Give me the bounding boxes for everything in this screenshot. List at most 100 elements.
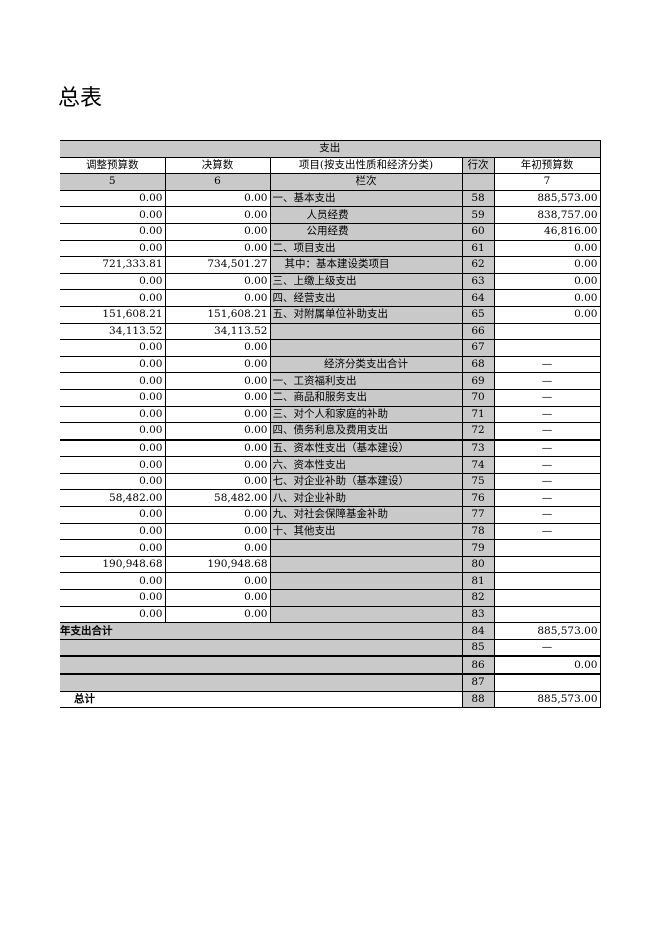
table-row: 0.00 0.00 一、工资福利支出 69— <box>60 372 601 390</box>
table-cell: 0.00 <box>164 572 271 591</box>
table-row: 0.00 0.00 82 <box>60 589 601 607</box>
table-cell: 0.00 <box>60 589 166 607</box>
table-cell <box>493 339 601 357</box>
table-cell: 78 <box>461 522 495 541</box>
table-cell: 0.00 <box>60 222 166 241</box>
table-cell: 64 <box>461 289 495 307</box>
table-row: 0.00 0.00 五、资本性支出（基本建设） 73— <box>60 439 601 458</box>
table-cell: 五、对附属单位补助支出 <box>269 305 463 324</box>
table-cell <box>269 572 463 591</box>
table-row: 0.00 0.00 人员经费 59 838,757.00 <box>60 206 601 224</box>
table-row: 0.00 0.00 四、债务利息及费用支出 72— <box>60 422 601 441</box>
table-cell <box>493 539 601 557</box>
table-cell: 0.00 <box>60 339 166 357</box>
table-row: 0.00 0.00 七、对企业补助（基本建设） 75— <box>60 472 601 491</box>
table-cell: 其中：基本建设类项目 <box>269 256 463 274</box>
table-cell: 0.00 <box>493 289 601 307</box>
table-cell <box>269 322 463 341</box>
table-row: 总计 88 885,573.00 <box>60 690 601 709</box>
table-cell: 0.00 <box>164 589 271 607</box>
table-cell: 总计 <box>60 690 463 709</box>
table-row: 0.00 0.00 二、项目支出 61 0.00 <box>60 239 601 258</box>
table-cell: 190,948.68 <box>164 555 271 574</box>
table-cell <box>493 605 601 624</box>
table-cell: 63 <box>461 272 495 291</box>
table-cell: 84 <box>461 622 495 640</box>
table-cell: — <box>493 355 601 374</box>
table-cell: 885,573.00 <box>493 189 601 208</box>
table-row: 0.00 0.00 六、资本性支出 74— <box>60 456 601 474</box>
table-row: 0.00 0.00 79 <box>60 539 601 557</box>
table-cell: 58,482.00 <box>60 489 166 508</box>
table-cell: 0.00 <box>60 572 166 591</box>
table-row: 支出 <box>60 140 601 158</box>
table-cell: 0.00 <box>60 372 166 390</box>
table-cell: — <box>493 422 601 441</box>
table-cell: 7 <box>493 173 601 191</box>
table-cell <box>493 555 601 574</box>
table-cell: — <box>493 522 601 541</box>
table-cell: 6 <box>164 173 271 191</box>
table-cell: 一、基本支出 <box>269 189 463 208</box>
table-cell: 0.00 <box>60 456 166 474</box>
expense-table: 支出 调整预算数 决算数 项目(按支出性质和经济分类) 行次 年初预算数 5 6 栏次 7 0.00… <box>60 140 601 709</box>
table-cell: — <box>493 439 601 458</box>
table-cell: 0.00 <box>60 189 166 208</box>
table-cell: 支出 <box>60 140 601 158</box>
table-cell <box>269 555 463 574</box>
table-cell: 721,333.81 <box>60 256 166 274</box>
table-row: 0.00 0.00 三、对个人和家庭的补助 71— <box>60 405 601 424</box>
table-cell <box>493 322 601 341</box>
table-cell: 0.00 <box>493 305 601 324</box>
table-cell: 八、对企业补助 <box>269 489 463 508</box>
table-row: 85— <box>60 638 601 658</box>
table-cell: 0.00 <box>164 422 271 441</box>
title: 总表 <box>58 86 103 111</box>
table-cell: 0.00 <box>164 405 271 424</box>
table-cell: — <box>493 388 601 407</box>
table-cell <box>493 589 601 607</box>
table-cell: 0.00 <box>164 539 271 557</box>
table-cell: 0.00 <box>164 506 271 524</box>
table-cell: 87 <box>461 673 495 692</box>
table-cell: 85 <box>461 638 495 658</box>
table-row: 年支出合计 84 885,573.00 <box>60 622 601 640</box>
table-cell <box>60 638 463 658</box>
table-cell: 二、项目支出 <box>269 239 463 258</box>
table-cell: 60 <box>461 222 495 241</box>
table-cell: 83 <box>461 605 495 624</box>
table-cell: 0.00 <box>60 239 166 258</box>
table-cell <box>461 173 495 191</box>
table-cell: — <box>493 472 601 491</box>
table-cell: 三、对个人和家庭的补助 <box>269 405 463 424</box>
table-row: 调整预算数 决算数 项目(按支出性质和经济分类) 行次 年初预算数 <box>60 156 601 175</box>
table-row: 0.00 0.00 经济分类支出合计 68— <box>60 355 601 374</box>
table-cell: 79 <box>461 539 495 557</box>
table-cell: 0.00 <box>164 239 271 258</box>
table-cell: 0.00 <box>60 506 166 524</box>
table-cell: 70 <box>461 388 495 407</box>
table-row: 34,113.52 34,113.52 66 <box>60 322 601 341</box>
table-row: 0.00 0.00 四、经营支出 64 0.00 <box>60 289 601 307</box>
table-row: 151,608.21 151,608.21 五、对附属单位补助支出 65 0.00 <box>60 305 601 324</box>
table-row: 0.00 0.00 81 <box>60 572 601 591</box>
table-cell: 经济分类支出合计 <box>269 355 463 374</box>
table-cell: 0.00 <box>164 355 271 374</box>
table-cell: 81 <box>461 572 495 591</box>
table-cell: 0.00 <box>164 522 271 541</box>
table-cell: 58 <box>461 189 495 208</box>
table-cell: 59 <box>461 206 495 224</box>
table-cell: 六、资本性支出 <box>269 456 463 474</box>
table-cell: — <box>493 372 601 390</box>
table-cell: 151,608.21 <box>164 305 271 324</box>
table-cell: 0.00 <box>164 388 271 407</box>
table-row: 58,482.00 58,482.00 八、对企业补助 76— <box>60 489 601 508</box>
table-cell: — <box>493 638 601 658</box>
table-cell: 34,113.52 <box>164 322 271 341</box>
table-cell <box>493 572 601 591</box>
table-row: 5 6 栏次 7 <box>60 173 601 191</box>
table-cell: 七、对企业补助（基本建设） <box>269 472 463 491</box>
table-cell: 二、商品和服务支出 <box>269 388 463 407</box>
table-row: 0.00 0.00 三、上缴上级支出 63 0.00 <box>60 272 601 291</box>
table-row: 0.00 0.00 九、对社会保障基金补助 77— <box>60 506 601 524</box>
